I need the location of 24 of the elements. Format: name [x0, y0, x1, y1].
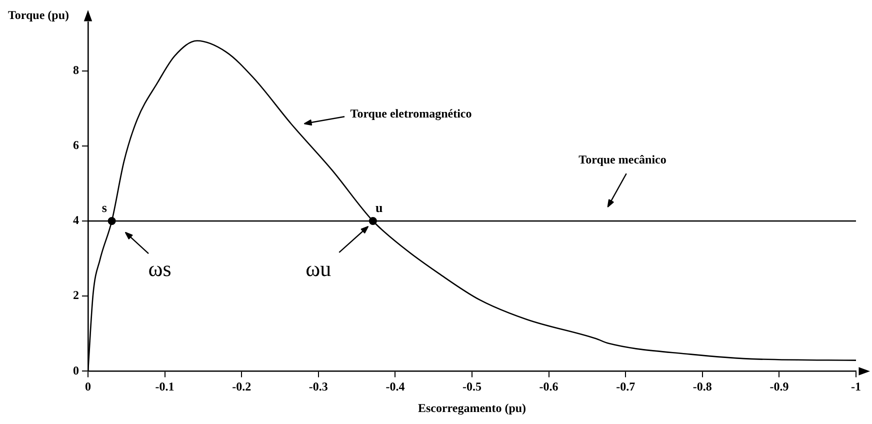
- x-tick-label: -1: [851, 379, 861, 394]
- x-tick-label: -0.2: [232, 379, 252, 394]
- x-tick-label: 0: [85, 379, 91, 394]
- annotation: s: [102, 200, 107, 216]
- y-tick-label: 2: [73, 288, 79, 302]
- y-tick-label: 6: [73, 138, 79, 152]
- y-tick-label: 4: [73, 213, 79, 228]
- x-tick-label: -0.5: [462, 379, 482, 394]
- annotation: Torque mecânico: [578, 152, 666, 168]
- x-tick-label: -0.7: [616, 379, 636, 394]
- x-tick-label: -0.1: [155, 379, 174, 394]
- y-axis-title: Torque (pu): [8, 8, 70, 23]
- y-tick-label: 0: [73, 363, 79, 378]
- y-tick-label: 8: [73, 62, 79, 77]
- x-axis-title: Escorregamento (pu): [418, 400, 526, 415]
- annotation: ωs: [148, 256, 172, 282]
- x-tick-label: -0.3: [308, 379, 328, 394]
- x-tick-label: -0.8: [692, 379, 712, 394]
- x-tick-label: -0.6: [539, 379, 558, 394]
- annotation: u: [375, 200, 383, 216]
- annotation: ωu: [306, 256, 332, 282]
- x-tick-label: -0.9: [770, 379, 789, 394]
- x-tick-label: -0.4: [386, 379, 405, 394]
- annotation: Torque eletromagnético: [350, 106, 472, 122]
